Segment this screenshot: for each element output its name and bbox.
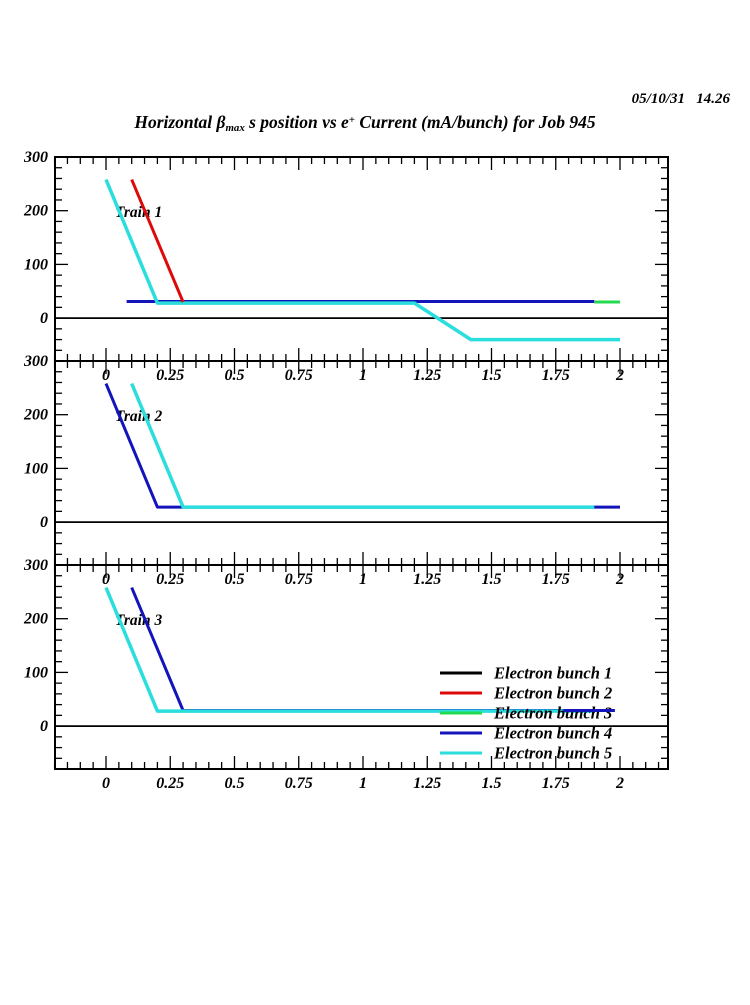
y-tick-label: 0 — [40, 718, 48, 735]
legend-label: Electron bunch 2 — [493, 684, 612, 703]
y-tick-label: 200 — [23, 203, 48, 220]
panel-train-1: 0 100 200 300 0 0.25 0.5 0.75 1 1.25 1.5 1.75 2 Train… — [23, 149, 669, 384]
x-tick-label: 2 — [615, 367, 624, 384]
y-tick-label: 0 — [40, 514, 48, 531]
y-tick-label: 300 — [23, 557, 48, 574]
legend-item-electron-bunch-3: Electron bunch 3 — [440, 704, 612, 723]
train2-electron-bunch-4-line — [104, 383, 620, 509]
x-tick-label: 1 — [359, 775, 367, 792]
y-tick-label: 100 — [24, 460, 48, 477]
y-tick-label: 100 — [24, 664, 48, 681]
legend-item-electron-bunch-4: Electron bunch 4 — [440, 724, 612, 743]
panel-frame — [54, 156, 669, 362]
legend-item-electron-bunch-1: Electron bunch 1 — [440, 664, 612, 683]
x-tick-label: 0 — [102, 775, 110, 792]
y-tick-label: 300 — [23, 149, 48, 166]
x-tick-label: 0.5 — [225, 571, 245, 588]
title-text-3: Current (mA/bunch) for Job 945 — [354, 112, 596, 132]
x-tick-label: 0 — [102, 571, 110, 588]
title-subscript-max: max — [225, 122, 245, 135]
legend-label: Electron bunch 1 — [493, 664, 612, 683]
x-tick-label: 1.75 — [542, 571, 570, 588]
x-tick-label: 0.5 — [225, 367, 245, 384]
y-tick-label: 100 — [24, 256, 48, 273]
x-tick-label: 1.25 — [413, 775, 441, 792]
title-text-2: s position vs e — [244, 112, 349, 132]
x-tick-label: 1 — [359, 571, 367, 588]
x-tick-label: 1.75 — [542, 775, 570, 792]
panel-frame — [54, 564, 669, 770]
x-tick-label: 1.5 — [482, 775, 502, 792]
panel-ticks — [53, 360, 668, 565]
train1-electron-bunch-2-line — [130, 179, 185, 303]
legend-item-electron-bunch-2: Electron bunch 2 — [440, 684, 612, 703]
x-tick-label: 0.75 — [285, 367, 313, 384]
x-tick-label: 0.75 — [285, 571, 313, 588]
plot-timestamp: 05/10/31 14.26 — [631, 91, 730, 107]
panel-train-3: 0 100 200 300 0 0.25 0.5 0.75 1 1.25 1.5 1.75 2 Train… — [23, 557, 669, 792]
legend-label: Electron bunch 3 — [493, 704, 612, 723]
x-tick-label: 0.5 — [225, 775, 245, 792]
x-tick-label: 0 — [102, 367, 110, 384]
panel-train-2: 0 100 200 300 0 0.25 0.5 0.75 1 1.25 1.5 1.75 2 Train… — [23, 353, 669, 588]
x-tick-label: 0.25 — [156, 775, 184, 792]
train2-electron-bunch-5-line — [130, 382, 595, 509]
x-tick-label: 0.25 — [156, 571, 184, 588]
x-tick-label: 1.25 — [413, 367, 441, 384]
x-tick-label: 1 — [359, 367, 367, 384]
x-tick-label: 1.25 — [413, 571, 441, 588]
train-label-2: Train 2 — [115, 408, 162, 425]
x-tick-label: 1.75 — [542, 367, 570, 384]
y-tick-label: 300 — [23, 353, 48, 370]
title-superscript-plus: + — [348, 114, 355, 127]
title-text-1: Horizontal β — [134, 112, 226, 132]
train-label-3: Train 3 — [115, 612, 162, 629]
x-tick-label: 2 — [615, 571, 624, 588]
legend-item-electron-bunch-5: Electron bunch 5 — [440, 744, 612, 763]
panel-frame — [54, 360, 669, 566]
x-tick-label: 1.5 — [482, 367, 502, 384]
train3-electron-bunch-5-line — [104, 586, 595, 713]
train1-electron-bunch-5-line — [104, 178, 620, 342]
chart-title: Horizontal βmax s position vs e+ Current… — [0, 112, 730, 134]
legend-label: Electron bunch 4 — [493, 724, 612, 743]
x-tick-label: 2 — [615, 775, 624, 792]
x-tick-label: 1.5 — [482, 571, 502, 588]
y-tick-label: 200 — [23, 611, 48, 628]
x-tick-label: 0.25 — [156, 367, 184, 384]
y-tick-label: 0 — [40, 310, 48, 327]
train-label-1: Train 1 — [115, 204, 162, 221]
legend-label: Electron bunch 5 — [493, 744, 612, 763]
y-tick-label: 200 — [23, 407, 48, 424]
x-tick-label: 0.75 — [285, 775, 313, 792]
panel-ticks — [53, 156, 668, 361]
